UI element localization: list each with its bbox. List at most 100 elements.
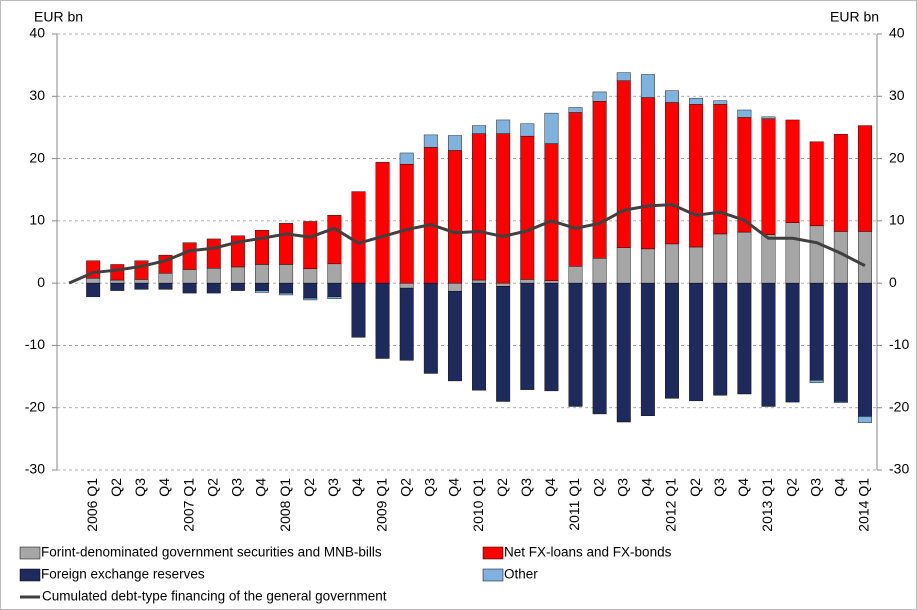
x-tick-label: Q3	[132, 478, 148, 497]
bar-segment	[785, 282, 800, 403]
y-tick-label: 30	[29, 87, 45, 103]
bar-segment	[592, 91, 607, 102]
bar-segment	[520, 123, 535, 137]
x-tick-label: Q2	[687, 478, 703, 497]
bar-segment	[665, 90, 679, 103]
bar-segment	[713, 233, 728, 284]
x-tick-label: Q2	[494, 478, 510, 497]
bar-segment	[857, 282, 872, 417]
y2-tick-label: 40	[889, 25, 905, 41]
bar-segment	[158, 282, 173, 290]
bar-segment	[665, 282, 679, 399]
x-tick-label: Q2	[301, 478, 317, 497]
x-tick-label: Q4	[735, 478, 751, 497]
bar-segment	[327, 263, 342, 284]
bar-segment	[833, 282, 848, 402]
bar-segment	[761, 116, 776, 119]
y2-tick-label: 10	[889, 212, 905, 228]
bar-segment	[809, 141, 824, 227]
line-series	[68, 203, 866, 285]
bar-segment	[496, 286, 511, 402]
bar-segment	[327, 282, 342, 298]
y2-tick-label: -10	[889, 336, 909, 352]
bar-segment	[399, 287, 414, 361]
bar-segment	[809, 225, 824, 284]
bar-segment	[279, 292, 294, 296]
bar-segment	[230, 266, 245, 284]
y2-axis-label: EUR bn	[830, 9, 879, 25]
bar-segment	[182, 282, 197, 294]
x-tick-label: 2011 Q1	[566, 478, 582, 531]
x-tick-label: Q4	[639, 478, 655, 497]
bar-segment	[737, 109, 752, 118]
bar-segment	[640, 74, 655, 98]
bar-segment	[616, 247, 631, 284]
bar-segment	[689, 246, 704, 284]
x-tick-label: 2007 Q1	[180, 478, 196, 532]
bar-segment	[375, 162, 390, 284]
x-tick-label: Q2	[397, 478, 413, 497]
bar-segment	[616, 72, 631, 81]
y-tick-label: 20	[29, 149, 45, 165]
bar-segment	[158, 272, 173, 284]
bar-segment	[399, 163, 414, 284]
bar-segment	[206, 282, 221, 294]
bar-segment	[447, 135, 462, 151]
bar-segment	[833, 134, 848, 232]
bar-segment	[713, 282, 728, 396]
x-tick-label: Q4	[446, 478, 462, 497]
bar-segment	[279, 282, 294, 294]
legend-swatch	[19, 546, 41, 560]
bar-segment	[496, 119, 511, 134]
bar-segment	[520, 135, 535, 280]
bar-segment	[809, 380, 824, 383]
bar-segment	[737, 231, 752, 284]
x-tick-label: Q3	[711, 478, 727, 497]
bar-segment	[327, 296, 342, 299]
bar-segment	[375, 282, 390, 359]
bar-segment	[616, 282, 631, 423]
bar-segment	[472, 282, 487, 391]
bar-segment	[399, 152, 414, 165]
bar-segment	[134, 282, 149, 290]
bar-segment	[255, 264, 269, 284]
bar-segment	[520, 282, 535, 390]
bar-segment	[134, 260, 149, 280]
bar-segment	[713, 100, 728, 105]
bar-segment	[255, 229, 269, 265]
bar-segment	[86, 282, 101, 298]
bar-segment	[206, 267, 221, 284]
bar-segment	[303, 297, 318, 301]
bar-segment	[182, 242, 197, 270]
bar-segment	[255, 282, 269, 291]
legend-label: Forint-denominated government securities…	[41, 545, 382, 560]
x-tick-label: Q4	[542, 478, 558, 497]
bar-segment	[616, 80, 631, 248]
y-tick-label: -30	[25, 461, 45, 477]
bar-segment	[182, 269, 197, 284]
bar-segment	[544, 280, 559, 284]
bar-segment	[472, 279, 487, 284]
bar-segment	[761, 282, 776, 407]
y-tick-label: 0	[37, 274, 45, 290]
y2-tick-label: 0	[889, 274, 897, 290]
bar-segment	[423, 282, 438, 374]
bar-segment	[351, 282, 366, 338]
x-tick-label: 2014 Q1	[856, 478, 872, 532]
bar-segment	[737, 282, 752, 395]
x-tick-label: Q3	[518, 478, 534, 497]
x-tick-label: 2008 Q1	[277, 478, 293, 532]
bar-segment	[544, 143, 559, 281]
bar-segment	[351, 191, 366, 284]
bar-segment	[520, 279, 535, 284]
bar-segment	[303, 268, 318, 284]
bar-segment	[447, 150, 462, 284]
y2-tick-label: 20	[889, 149, 905, 165]
bar-segment	[833, 401, 848, 403]
bar-segment	[399, 282, 414, 289]
x-tick-label: Q3	[614, 478, 630, 497]
bar-segment	[447, 282, 462, 292]
bar-segment	[568, 112, 583, 267]
bar-segment	[544, 282, 559, 392]
x-tick-label: Q2	[204, 478, 220, 497]
